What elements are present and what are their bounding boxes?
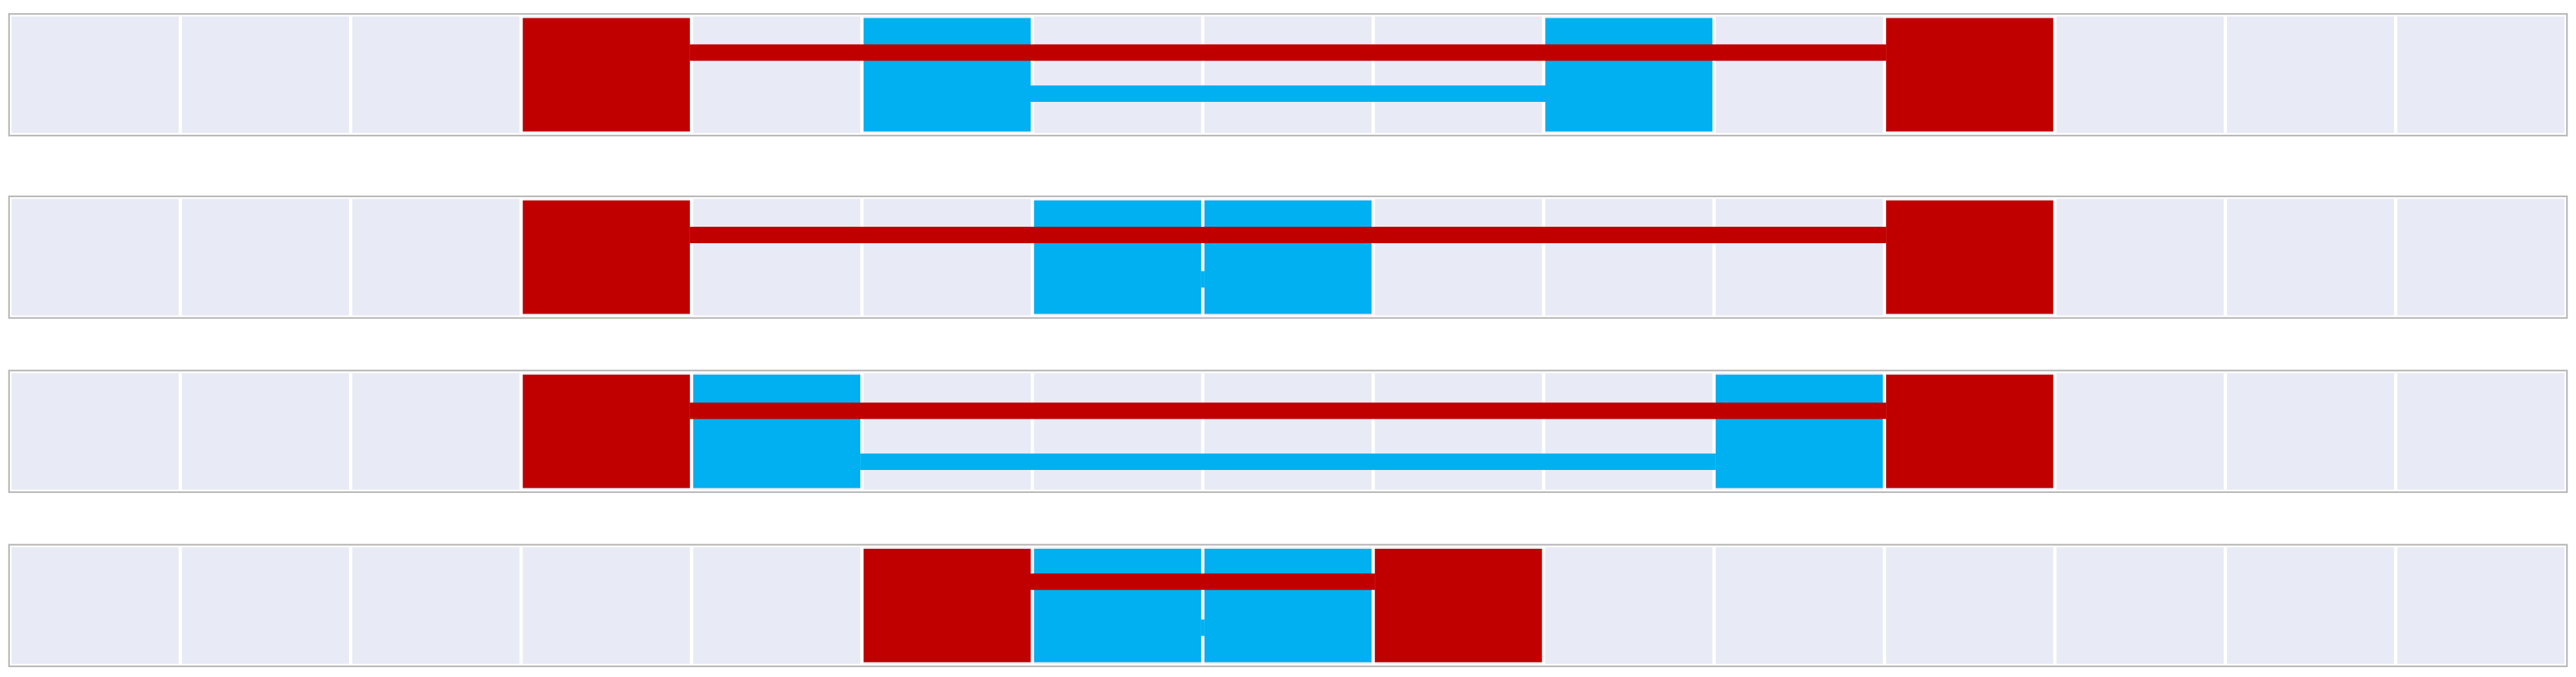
cell <box>1715 547 1883 664</box>
blue-connector <box>860 454 1716 470</box>
cell <box>863 373 1031 490</box>
cell <box>2397 198 2565 315</box>
blue-block <box>1545 18 1713 131</box>
red-block <box>522 18 690 131</box>
cell <box>2226 198 2395 315</box>
cell <box>181 547 350 664</box>
cell <box>2226 16 2395 133</box>
cell <box>693 547 861 664</box>
red-block <box>1886 375 2054 488</box>
cell <box>693 16 861 133</box>
cell <box>181 373 350 490</box>
cell <box>181 198 350 315</box>
cell <box>1204 16 1372 133</box>
cell <box>352 198 520 315</box>
red-connector <box>689 227 1887 243</box>
red-block <box>1375 549 1542 663</box>
cell <box>2397 16 2565 133</box>
blue-block <box>1034 200 1201 314</box>
red-block <box>522 200 690 314</box>
cell <box>181 16 350 133</box>
cell <box>693 198 861 315</box>
blue-connector <box>1030 85 1546 102</box>
blue-block <box>1204 549 1372 663</box>
cell <box>1545 547 1713 664</box>
cell <box>1545 373 1713 490</box>
cell <box>1034 373 1201 490</box>
cell <box>1034 16 1201 133</box>
blue-connector <box>1201 619 1205 636</box>
cell <box>352 547 520 664</box>
cell <box>2056 547 2224 664</box>
cell <box>352 373 520 490</box>
cell <box>1375 373 1542 490</box>
cell <box>1375 16 1542 133</box>
cell <box>11 16 179 133</box>
cell <box>1886 547 2054 664</box>
blue-block <box>1715 375 1883 488</box>
cell <box>2397 547 2565 664</box>
blue-connector <box>1201 271 1205 288</box>
cell <box>1204 373 1372 490</box>
cell <box>863 198 1031 315</box>
row <box>8 13 2568 137</box>
red-block <box>522 375 690 488</box>
row <box>8 369 2568 493</box>
cell <box>11 373 179 490</box>
cell <box>522 547 690 664</box>
cell <box>2226 373 2395 490</box>
cell <box>352 16 520 133</box>
cell <box>2397 373 2565 490</box>
red-block <box>863 549 1031 663</box>
cell <box>1715 16 1883 133</box>
cell <box>1715 198 1883 315</box>
cell <box>1545 198 1713 315</box>
red-block <box>1886 18 2054 131</box>
blue-block <box>1034 549 1201 663</box>
cell <box>2056 373 2224 490</box>
red-block <box>1886 200 2054 314</box>
cell <box>1375 198 1542 315</box>
cell <box>2056 16 2224 133</box>
cell <box>11 198 179 315</box>
red-connector <box>1030 573 1375 590</box>
cell <box>11 547 179 664</box>
cell <box>2226 547 2395 664</box>
blue-block <box>1204 200 1372 314</box>
row <box>8 195 2568 319</box>
blue-block <box>693 375 861 488</box>
row <box>8 544 2568 667</box>
red-connector <box>689 402 1887 419</box>
red-connector <box>689 44 1887 61</box>
cell <box>2056 198 2224 315</box>
blue-block <box>863 18 1031 131</box>
